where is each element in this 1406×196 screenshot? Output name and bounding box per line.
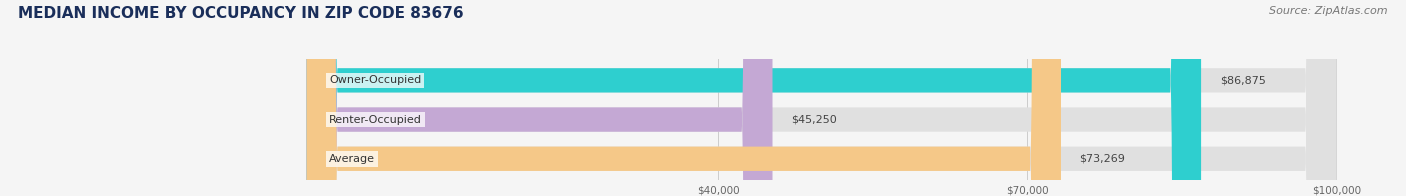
- Text: Average: Average: [329, 154, 375, 164]
- Text: $45,250: $45,250: [792, 114, 837, 125]
- FancyBboxPatch shape: [307, 0, 1336, 196]
- Text: $73,269: $73,269: [1080, 154, 1125, 164]
- Text: Source: ZipAtlas.com: Source: ZipAtlas.com: [1270, 6, 1388, 16]
- FancyBboxPatch shape: [307, 0, 1336, 196]
- FancyBboxPatch shape: [307, 0, 772, 196]
- Text: Renter-Occupied: Renter-Occupied: [329, 114, 422, 125]
- Text: $86,875: $86,875: [1219, 75, 1265, 85]
- Text: MEDIAN INCOME BY OCCUPANCY IN ZIP CODE 83676: MEDIAN INCOME BY OCCUPANCY IN ZIP CODE 8…: [18, 6, 464, 21]
- Text: Owner-Occupied: Owner-Occupied: [329, 75, 422, 85]
- FancyBboxPatch shape: [307, 0, 1201, 196]
- FancyBboxPatch shape: [307, 0, 1062, 196]
- FancyBboxPatch shape: [307, 0, 1336, 196]
